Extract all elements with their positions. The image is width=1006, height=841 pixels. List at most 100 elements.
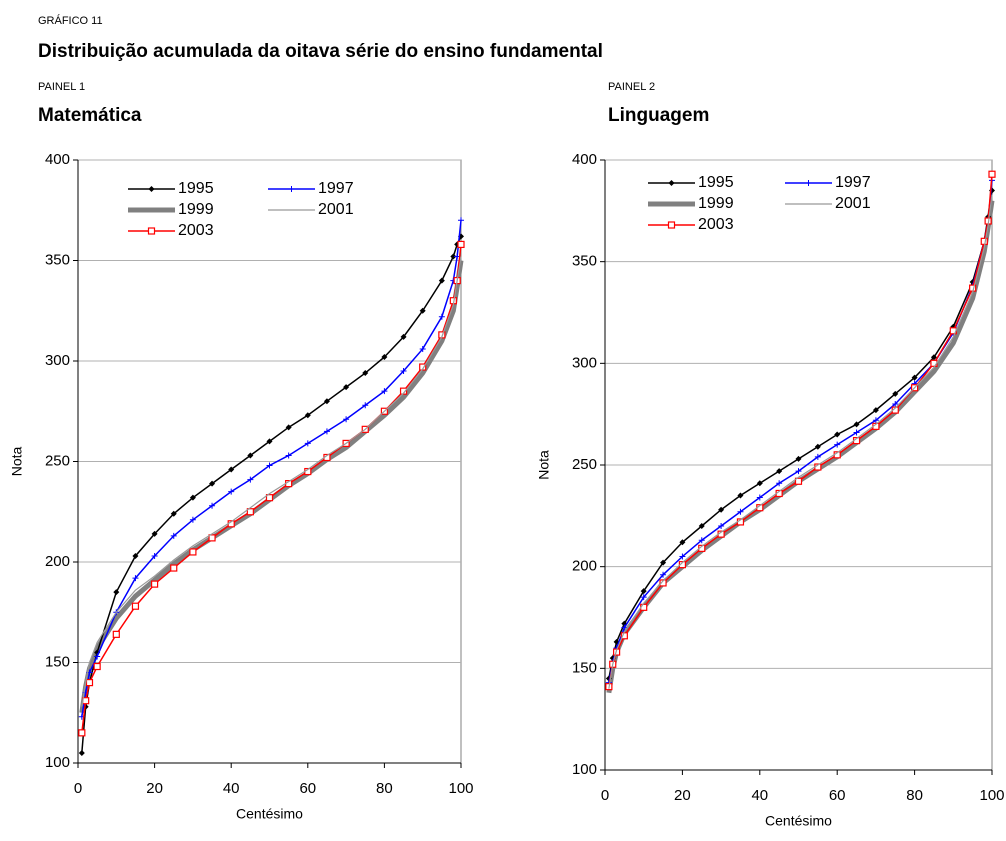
marker: [93, 662, 101, 671]
marker: [794, 477, 803, 485]
marker: [151, 530, 158, 537]
y-tick-label: 350: [572, 253, 597, 270]
marker: [189, 494, 196, 501]
marker: [94, 653, 101, 660]
marker: [78, 749, 85, 756]
x-tick-label: 80: [906, 787, 923, 804]
x-tick-label: 40: [751, 787, 768, 804]
panel-label: PAINEL 2: [608, 81, 655, 93]
marker: [853, 421, 860, 428]
legend-marker: [667, 221, 676, 229]
legend-label: 1999: [698, 195, 734, 212]
legend-marker: [148, 186, 155, 192]
legend-label: 1999: [178, 201, 214, 218]
y-tick-label: 250: [45, 452, 70, 469]
marker: [343, 384, 350, 391]
marker: [362, 402, 369, 409]
marker: [756, 494, 763, 501]
marker: [323, 398, 330, 405]
x-axis-label: Centésimo: [765, 813, 832, 829]
marker: [872, 417, 879, 424]
legend-label: 1995: [178, 180, 214, 197]
series-line: [608, 174, 993, 687]
marker: [872, 407, 879, 414]
marker: [151, 580, 159, 588]
x-tick-label: 80: [376, 780, 393, 797]
marker: [78, 729, 86, 737]
legend-label: 1997: [835, 174, 871, 191]
marker: [679, 539, 686, 546]
y-tick-label: 400: [45, 151, 70, 168]
series-line: [608, 194, 993, 689]
marker: [660, 559, 667, 566]
marker: [660, 571, 667, 578]
marker: [112, 630, 120, 638]
x-tick-label: 40: [223, 780, 240, 797]
marker: [892, 401, 899, 407]
marker: [266, 462, 273, 469]
marker: [132, 552, 139, 559]
marker: [659, 579, 667, 587]
marker: [814, 453, 821, 460]
marker: [304, 412, 311, 419]
marker: [795, 468, 802, 475]
marker: [400, 333, 407, 340]
marker: [266, 438, 273, 445]
legend-label: 2001: [318, 201, 354, 218]
marker: [419, 363, 427, 371]
marker: [246, 508, 254, 516]
y-tick-label: 150: [572, 659, 597, 676]
legend-label: 2003: [178, 222, 214, 239]
marker: [776, 480, 783, 487]
marker: [343, 416, 350, 423]
y-tick-label: 100: [45, 754, 70, 771]
figure-title: Distribuição acumulada da oitava série d…: [38, 41, 603, 62]
marker: [698, 523, 705, 529]
y-axis-label: Nota: [536, 450, 552, 480]
marker: [737, 492, 744, 499]
marker: [930, 354, 937, 361]
y-tick-label: 350: [45, 251, 70, 268]
y-tick-label: 200: [572, 558, 597, 575]
marker: [400, 368, 407, 375]
marker: [718, 523, 725, 529]
legend-marker: [288, 186, 295, 192]
x-tick-label: 60: [299, 780, 316, 797]
marker: [285, 452, 292, 459]
y-tick-label: 300: [45, 352, 70, 369]
legend-label: 2001: [835, 195, 871, 212]
marker: [892, 390, 899, 397]
series-line: [81, 256, 462, 707]
panel-title: Linguagem: [608, 105, 709, 126]
marker: [399, 387, 408, 395]
series-line: [81, 244, 462, 733]
y-tick-label: 200: [45, 553, 70, 570]
marker: [795, 455, 802, 462]
marker: [834, 431, 841, 438]
marker: [151, 552, 158, 559]
marker: [170, 510, 177, 517]
marker: [698, 537, 705, 544]
marker: [679, 553, 686, 560]
marker: [834, 441, 841, 448]
legend-label: 1997: [318, 180, 354, 197]
x-tick-label: 0: [601, 787, 609, 804]
marker: [381, 388, 388, 395]
legend-marker: [668, 180, 675, 186]
series-line: [606, 200, 995, 694]
y-tick-label: 100: [572, 761, 597, 778]
series-line: [79, 260, 464, 714]
legend-marker: [805, 180, 812, 186]
marker: [323, 428, 330, 435]
legend-label: 2003: [698, 216, 734, 233]
figure-label: GRÁFICO 11: [38, 14, 103, 27]
marker: [640, 588, 647, 595]
x-tick-label: 0: [74, 780, 82, 797]
marker: [209, 480, 216, 487]
marker: [718, 506, 725, 513]
marker: [247, 476, 254, 483]
marker: [988, 170, 996, 178]
marker: [228, 466, 235, 473]
marker: [285, 424, 292, 431]
